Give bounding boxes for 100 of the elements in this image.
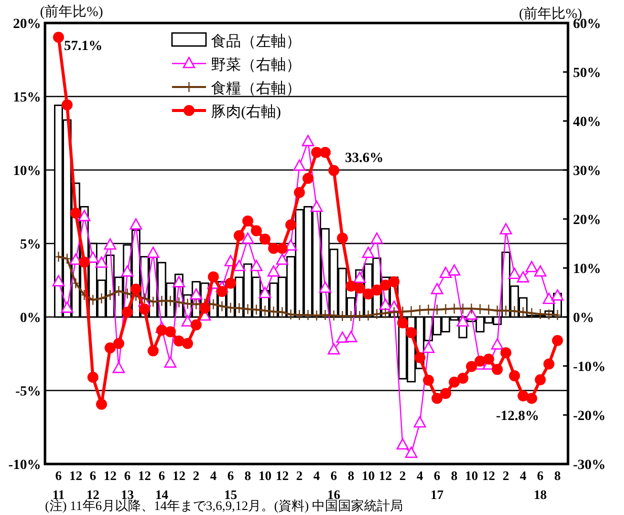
- y-tick-label: 0%: [20, 311, 41, 326]
- point: [172, 276, 186, 288]
- point: [302, 172, 314, 184]
- point: [164, 356, 176, 368]
- point: [405, 446, 418, 458]
- y2-tick-label: 50%: [573, 66, 601, 81]
- legend-label: 豚肉(右軸): [211, 104, 281, 120]
- point: [208, 271, 219, 282]
- y2-tick-label: 20%: [573, 213, 601, 228]
- y2-tick-label: 0%: [573, 311, 594, 326]
- point: [396, 438, 409, 450]
- point: [379, 298, 392, 310]
- y-tick-label: 15%: [13, 90, 41, 106]
- point: [276, 242, 288, 254]
- point: [250, 225, 262, 236]
- point: [500, 347, 512, 358]
- y-tick-label: -10%: [8, 458, 41, 473]
- point: [233, 260, 246, 272]
- point: [534, 374, 546, 386]
- point: [122, 306, 133, 318]
- point: [457, 372, 468, 384]
- legend-label: 食糧（右軸）: [211, 80, 301, 97]
- point: [62, 99, 73, 110]
- point: [276, 254, 288, 265]
- y2-tick-label: -30%: [573, 458, 606, 473]
- point: [285, 219, 296, 230]
- point: [302, 134, 314, 146]
- x-tick-label: 2: [192, 468, 200, 483]
- legend-label: 食品（左軸）: [211, 33, 301, 50]
- point: [354, 282, 366, 294]
- x-tick-label: 8: [451, 468, 458, 483]
- point: [121, 265, 134, 277]
- y-tick-label: 20%: [13, 17, 41, 32]
- point: [508, 268, 521, 280]
- y-tick-label: 5%: [20, 238, 41, 252]
- point: [250, 260, 263, 272]
- point: [518, 390, 529, 402]
- point: [500, 223, 512, 234]
- point: [113, 338, 124, 349]
- point: [242, 232, 254, 244]
- point: [440, 388, 452, 399]
- point: [310, 200, 323, 212]
- annotation: -12.8%: [496, 409, 540, 424]
- point: [422, 342, 435, 354]
- annotation: 33.6%: [345, 151, 384, 166]
- point: [139, 304, 150, 315]
- point: [78, 256, 90, 268]
- point: [328, 164, 340, 176]
- y-tick-label: 10%: [13, 164, 41, 179]
- point: [234, 230, 245, 242]
- point: [216, 286, 228, 298]
- point: [432, 392, 443, 404]
- point: [508, 370, 520, 382]
- point: [552, 335, 563, 346]
- point: [242, 215, 254, 226]
- x-tick-label: 10: [464, 468, 478, 483]
- point: [526, 260, 538, 272]
- point: [259, 234, 270, 245]
- point: [130, 284, 142, 295]
- point: [148, 345, 159, 356]
- x-tick-label: 2: [399, 468, 406, 483]
- x-tick-label: 4: [313, 468, 320, 483]
- x-tick-label: 6 14: [155, 468, 169, 502]
- x-tick-label: 4: [416, 468, 424, 483]
- x-tick-label: 6 18: [534, 468, 548, 502]
- y2-tick-label: 30%: [573, 164, 601, 179]
- point: [319, 281, 332, 293]
- x-tick-label: 10: [362, 468, 375, 483]
- y-tick-label: -5%: [15, 384, 41, 400]
- x-tick-label: 6 15: [224, 468, 238, 502]
- point: [542, 292, 556, 304]
- point: [388, 276, 400, 288]
- point: [320, 146, 331, 158]
- point: [430, 282, 444, 294]
- point: [397, 317, 408, 328]
- point: [87, 372, 98, 383]
- point: [95, 256, 108, 268]
- point: [551, 289, 564, 301]
- point: [466, 360, 477, 372]
- point: [293, 159, 306, 171]
- y-axis-title: (前年比%): [40, 4, 104, 20]
- point: [60, 302, 74, 313]
- y2-tick-label: -10%: [573, 360, 606, 375]
- point: [414, 352, 426, 364]
- point: [199, 302, 210, 314]
- x-tick-label: 2: [296, 468, 303, 483]
- point: [362, 288, 374, 300]
- legend-label: 野菜（右軸）: [211, 56, 301, 74]
- x-tick-label: 8: [244, 468, 252, 483]
- point: [406, 327, 417, 338]
- point: [448, 376, 460, 388]
- point: [146, 246, 160, 258]
- y2-tick-label: 40%: [573, 115, 601, 130]
- x-tick-label: 12: [378, 468, 392, 483]
- point: [380, 280, 391, 291]
- x-tick-label: 12: [104, 468, 117, 483]
- point: [130, 218, 142, 230]
- x-tick-label: 4: [210, 468, 218, 483]
- y2-tick-label: 10%: [573, 262, 601, 277]
- point: [362, 246, 374, 258]
